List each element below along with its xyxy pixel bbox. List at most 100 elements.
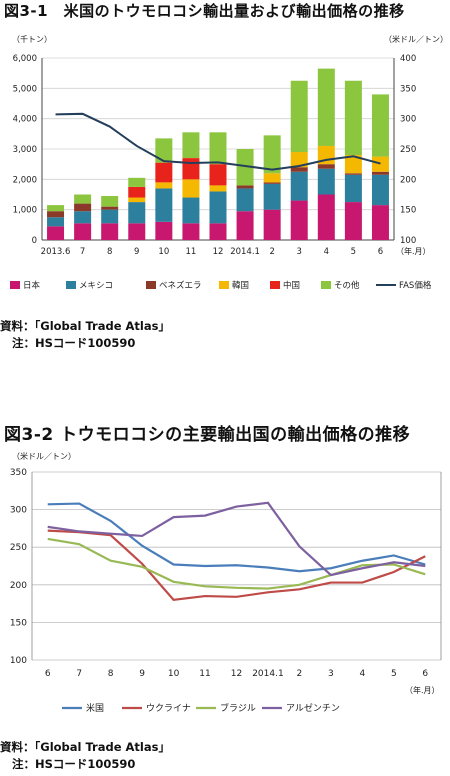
bar-segment: [344, 173, 362, 175]
bar-segment: [317, 164, 335, 169]
bar-segment: [290, 200, 308, 240]
x-tick-label: 10: [158, 247, 169, 257]
x-tick-label: 4: [359, 669, 365, 679]
y-tick-right-label: 250: [400, 145, 416, 155]
bar-segment: [344, 80, 362, 156]
legend-label: 日本: [23, 280, 41, 291]
bar-segment: [263, 173, 281, 183]
figure2-notes: 資料：「Global Trade Atlas」 注：HSコード100590: [0, 739, 170, 773]
bar-segment: [47, 226, 65, 240]
y-tick-left-label: 2,000: [13, 175, 37, 185]
legend-label: 米国: [86, 702, 104, 714]
bar-segment: [344, 155, 362, 174]
legend-swatch: [219, 281, 229, 289]
x-tick-label: 7: [76, 669, 82, 679]
y-tick-left-label: 1,000: [13, 206, 37, 216]
x-tick-label: 8: [107, 247, 112, 257]
bar-segment: [101, 209, 119, 224]
y-tick-left-label: 6,000: [13, 54, 37, 64]
y-tick-left-label: 3,000: [13, 145, 37, 155]
bar-segment: [101, 223, 119, 240]
y-tick-label: 150: [10, 618, 27, 628]
bar-segment: [317, 68, 335, 146]
y-tick-right-label: 400: [400, 54, 416, 64]
x-tick-label: 4: [324, 247, 329, 257]
bar-segment: [182, 132, 200, 159]
bar-segment: [209, 185, 227, 192]
bar-segment: [263, 182, 281, 184]
y-tick-left-label: 0: [32, 236, 37, 246]
legend-swatch: [146, 281, 156, 289]
x-tick-label: 6: [422, 669, 428, 679]
x-tick-label: 3: [297, 247, 302, 257]
bar-segment: [47, 205, 65, 212]
bar-segment: [209, 132, 227, 165]
bar-segment: [101, 196, 119, 207]
x-tick-label: 3: [328, 669, 334, 679]
bar-segment: [209, 191, 227, 224]
bar-segment: [263, 183, 281, 210]
figure2-title: 図3-2 トウモロコシの主要輸出国の輸出価格の推移: [4, 425, 411, 445]
y-tick-right-label: 300: [400, 115, 416, 125]
figure1-title: 図3-1 米国のトウモロコシ輸出量および輸出価格の推移: [4, 2, 405, 20]
bar-segment: [236, 149, 254, 186]
x-tick-label: 9: [134, 247, 139, 257]
fas-price-line: [55, 112, 381, 171]
bar-segment: [74, 203, 92, 212]
figure1-note: 注：HSコード100590: [12, 336, 136, 350]
x-tick-label: 2014.1: [230, 247, 260, 257]
y-tick-right-label: 150: [400, 206, 416, 216]
bar-segment: [236, 188, 254, 212]
x-tick-label: 5: [351, 247, 356, 257]
x-tick-label: 11: [186, 247, 197, 257]
y-axis-right-label: （米ドル／トン）: [384, 34, 448, 44]
legend-swatch: [321, 281, 331, 289]
bar-segment: [182, 197, 200, 224]
legend-label: ベネズエラ: [159, 280, 202, 291]
price-line-ブラジル: [47, 537, 426, 590]
legend-label: ウクライナ: [146, 703, 191, 714]
bar-segment: [371, 205, 389, 240]
legend-label: 韓国: [232, 280, 249, 291]
x-tick-label: 2: [297, 669, 303, 679]
x-tick-label: 2: [269, 247, 274, 257]
y-tick-right-label: 350: [400, 84, 416, 94]
x-tick-label: 12: [213, 247, 224, 257]
bar-segment: [128, 223, 146, 240]
y-tick-left-label: 4,000: [13, 115, 37, 125]
y-tick-label: 250: [10, 543, 27, 553]
y-axis-label: （米ドル／トン）: [12, 451, 76, 461]
bar-segment: [344, 202, 362, 240]
legend-label: 中国: [283, 280, 300, 291]
price-line-米国: [47, 502, 426, 573]
x-tick-label: 12: [231, 669, 242, 679]
y-tick-label: 200: [10, 581, 27, 591]
bar-segment: [155, 162, 173, 183]
figure2-source: 資料：「Global Trade Atlas」: [0, 740, 170, 754]
x-tick-label: 8: [108, 669, 114, 679]
y-tick-right-label: 100: [400, 236, 416, 246]
bar-segment: [290, 171, 308, 201]
y-tick-left-label: 5,000: [13, 84, 37, 94]
bar-segment: [371, 174, 389, 206]
price-line-アルゼンチン: [47, 501, 426, 577]
bar-segment: [74, 223, 92, 240]
legend-label: FAS価格: [399, 280, 432, 291]
x-tick-label: 5: [391, 669, 397, 679]
bar-segment: [155, 221, 173, 240]
bar-segment: [74, 211, 92, 224]
legend-label: アルゼンチン: [286, 702, 340, 714]
y-tick-label: 300: [10, 506, 27, 516]
x-tick-label: 2014.1: [252, 669, 284, 679]
x-tick-label: 6: [378, 247, 383, 257]
figure1-source: 資料：「Global Trade Atlas」: [0, 319, 170, 333]
bar-segment: [182, 179, 200, 198]
y-axis-left-label: （千トン）: [12, 34, 52, 44]
bar-segment: [182, 158, 200, 180]
x-tick-label: 11: [199, 669, 210, 679]
bar-segment: [317, 168, 335, 195]
legend-swatch: [66, 281, 76, 289]
legend-label: その他: [334, 280, 360, 291]
legend-label: ブラジル: [220, 702, 256, 714]
x-axis-unit: （年.月）: [405, 685, 440, 695]
